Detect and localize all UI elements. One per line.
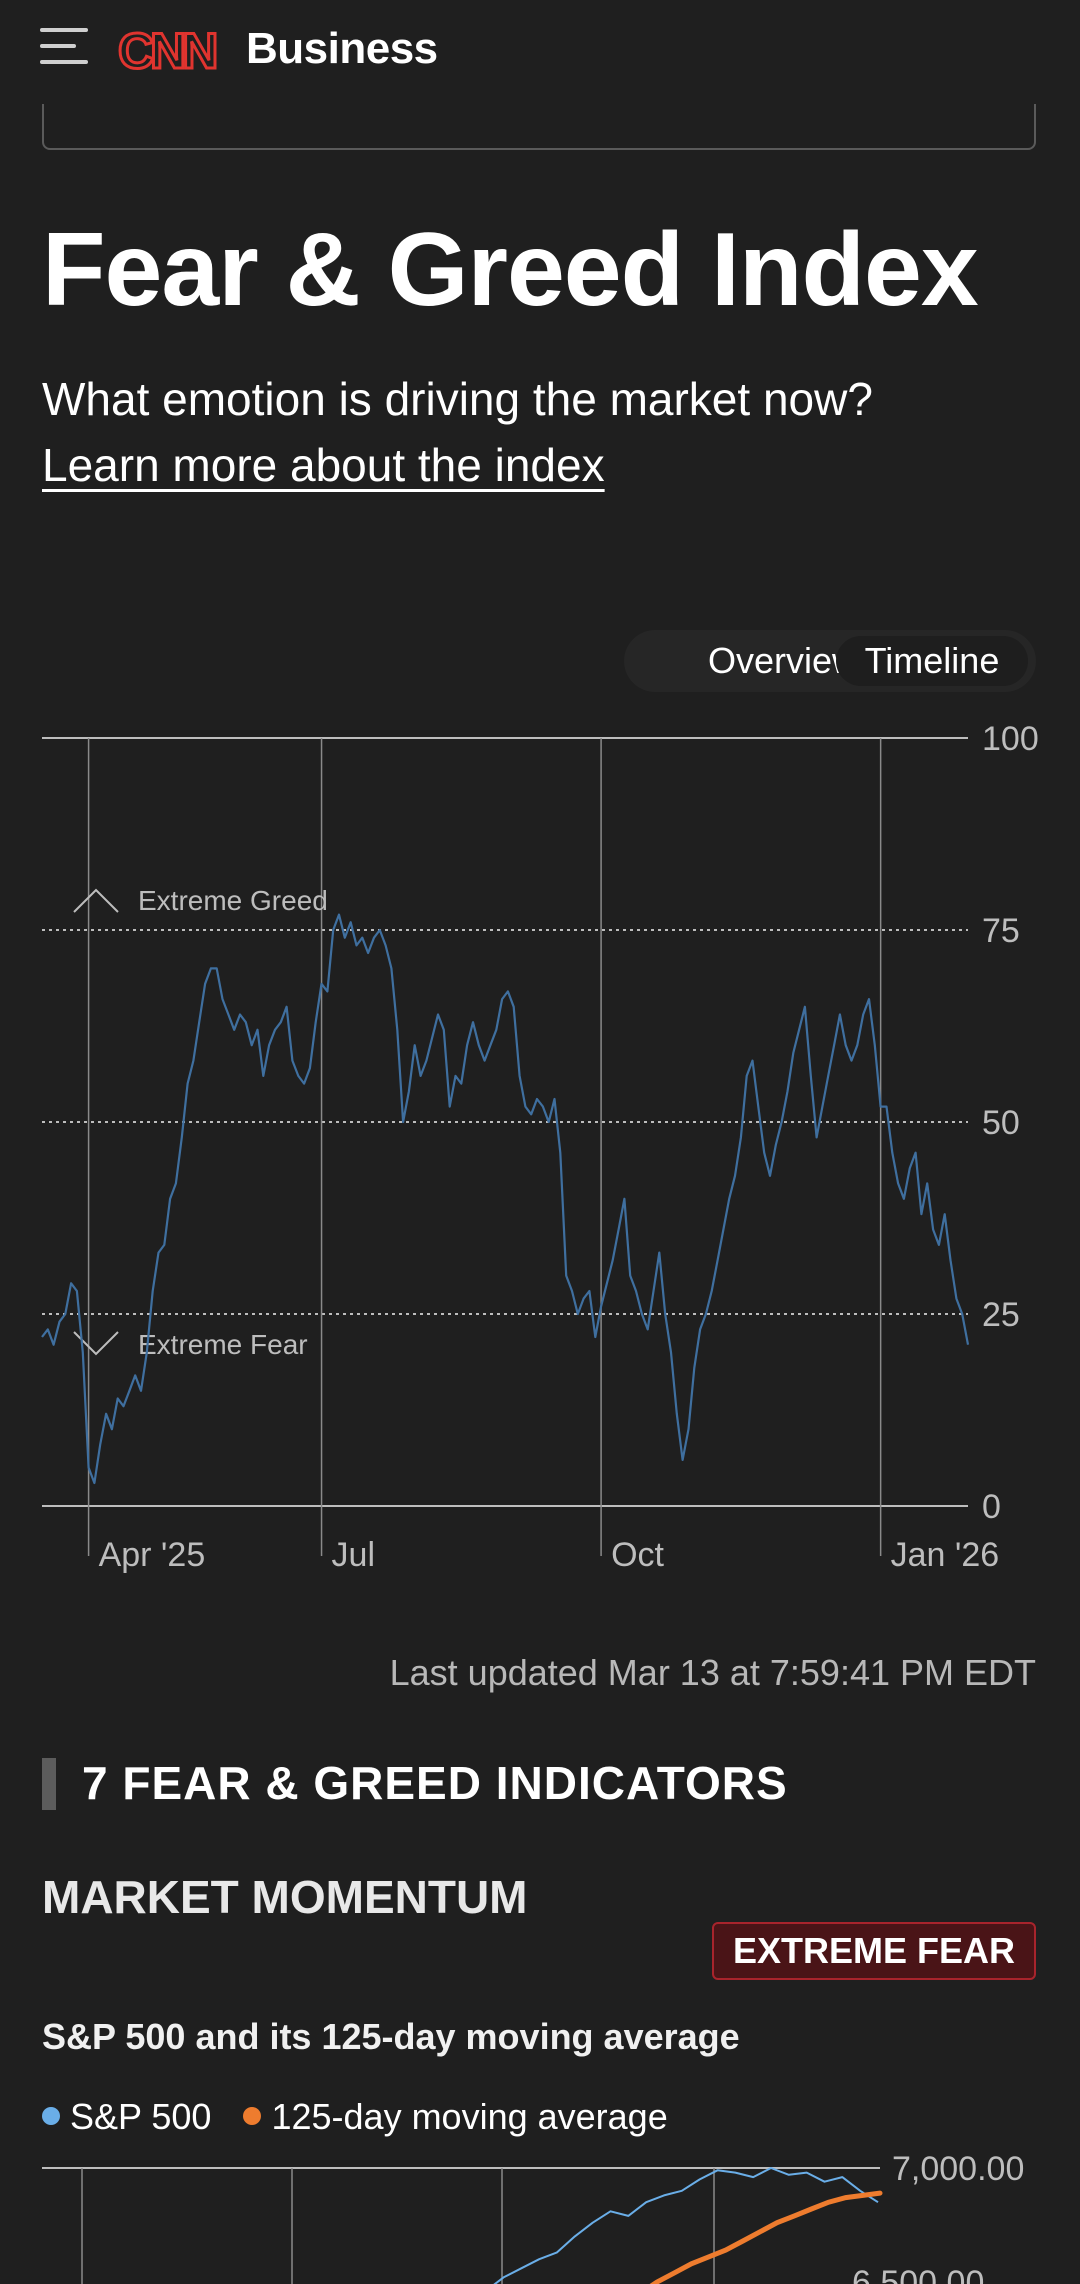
search-bar[interactable]	[42, 104, 1036, 150]
status-badge: EXTREME FEAR	[712, 1922, 1036, 1980]
legend-label: S&P 500	[70, 2096, 212, 2137]
legend-item-sp500: S&P 500	[42, 2096, 211, 2138]
brand-section[interactable]: Business	[246, 24, 438, 73]
y-tick-label: 50	[982, 1104, 1020, 1142]
cnn-logo[interactable]: CNN	[116, 22, 236, 80]
legend-dot	[42, 2107, 60, 2126]
sp500-line	[493, 2167, 879, 2284]
section-marker	[42, 1758, 56, 1810]
page-subtitle: What emotion is driving the market now?	[42, 373, 873, 425]
indicator-subtitle: S&P 500 and its 125-day moving average	[42, 2016, 740, 2057]
view-toggle: Overview Timeline	[624, 630, 1036, 692]
moving-average-line	[649, 2190, 883, 2284]
y-tick-label: 6,500.00	[852, 2264, 984, 2284]
indicators-section-title: 7 FEAR & GREED INDICATORS	[82, 1757, 788, 1809]
annotation-label: Extreme Fear	[138, 1329, 308, 1360]
legend-label: 125-day moving average	[271, 2096, 668, 2137]
tab-timeline[interactable]: Timeline	[836, 636, 1028, 686]
x-tick-label: Apr '25	[99, 1536, 206, 1574]
last-updated: Last updated Mar 13 at 7:59:41 PM EDT	[389, 1652, 1036, 1693]
fear-greed-line	[41, 913, 970, 1485]
y-tick-label: 25	[982, 1296, 1020, 1334]
learn-more-link[interactable]: Learn more about the index	[42, 439, 605, 491]
svg-text:CNN: CNN	[118, 23, 215, 79]
x-tick-label: Jul	[332, 1536, 375, 1574]
y-tick-label: 7,000.00	[892, 2150, 1024, 2188]
fear-greed-chart: 0 25 50 75 100 Apr '25 Jul Oct Jan '26 Extreme Gr…	[41, 720, 1039, 1574]
page-title: Fear & Greed Index	[42, 212, 979, 328]
top-bar: CNN Business	[0, 0, 1080, 104]
chart-legend: S&P 500 125-day moving average	[42, 2096, 690, 2138]
x-tick-label: Jan '26	[891, 1536, 1000, 1574]
legend-item-moving-average: 125-day moving average	[243, 2096, 668, 2138]
market-momentum-title: MARKET MOMENTUM	[42, 1871, 528, 1923]
x-tick-label: Oct	[611, 1536, 664, 1574]
y-tick-label: 0	[982, 1488, 1001, 1526]
y-tick-label: 100	[982, 720, 1039, 758]
legend-dot	[243, 2107, 262, 2126]
y-tick-label: 75	[982, 912, 1020, 950]
tab-overview[interactable]: Overview	[707, 640, 859, 681]
sp500-chart: 7,000.00 6,500.00	[42, 2150, 1024, 2284]
hamburger-icon[interactable]	[40, 28, 88, 68]
chevron-up-icon	[73, 888, 119, 913]
annotation-label: Extreme Greed	[138, 885, 328, 916]
